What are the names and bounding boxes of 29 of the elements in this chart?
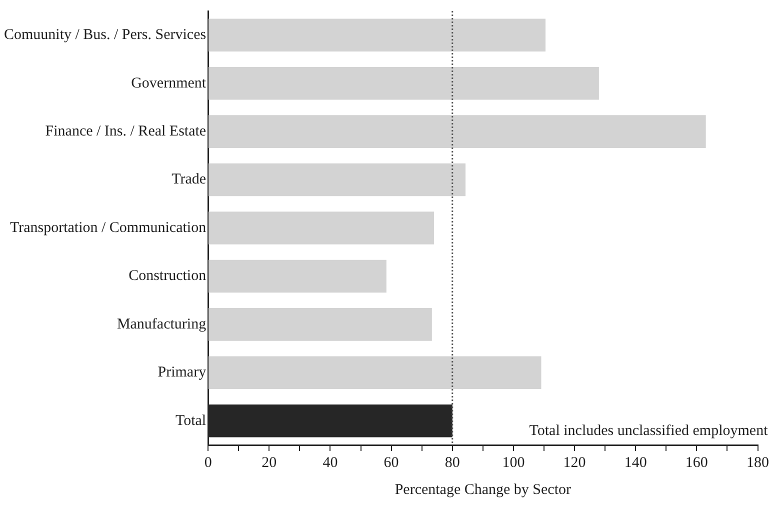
x-tick-label: 160 (685, 454, 708, 471)
x-tick-label: 0 (204, 454, 212, 471)
bar (208, 66, 599, 100)
x-tick-label: 140 (624, 454, 647, 471)
x-tick-label: 80 (444, 454, 460, 471)
x-axis-title: Percentage Change by Sector (394, 482, 572, 498)
annotation: Total includes unclassified employment (529, 423, 769, 439)
y-tick-label: Government (131, 75, 207, 92)
y-tick-label: Primary (158, 364, 207, 381)
bar (208, 115, 706, 148)
bar (208, 356, 542, 390)
y-tick-label: Finance / Ins. / Real Estate (45, 123, 206, 140)
bar (208, 212, 434, 244)
x-tick-label: 120 (563, 454, 586, 471)
bar (208, 18, 546, 52)
y-tick-label: Construction (128, 268, 207, 284)
x-tick-label: 40 (322, 454, 338, 471)
y-tick-label: Comuunity / Bus. / Pers. Services (4, 27, 206, 44)
y-tick-label: Transportation / Communication (10, 220, 207, 236)
bar (208, 163, 466, 196)
x-tick-label: 20 (262, 454, 277, 471)
x-tick-label: 60 (384, 454, 399, 471)
y-tick-label: Total (175, 412, 206, 429)
x-tick-label: 180 (746, 454, 769, 471)
y-tick-label: Trade (172, 172, 206, 188)
y-tick-label: Manufacturing (116, 316, 207, 332)
bar (208, 260, 386, 293)
x-tick-label: 100 (502, 454, 525, 471)
bar (208, 308, 432, 341)
